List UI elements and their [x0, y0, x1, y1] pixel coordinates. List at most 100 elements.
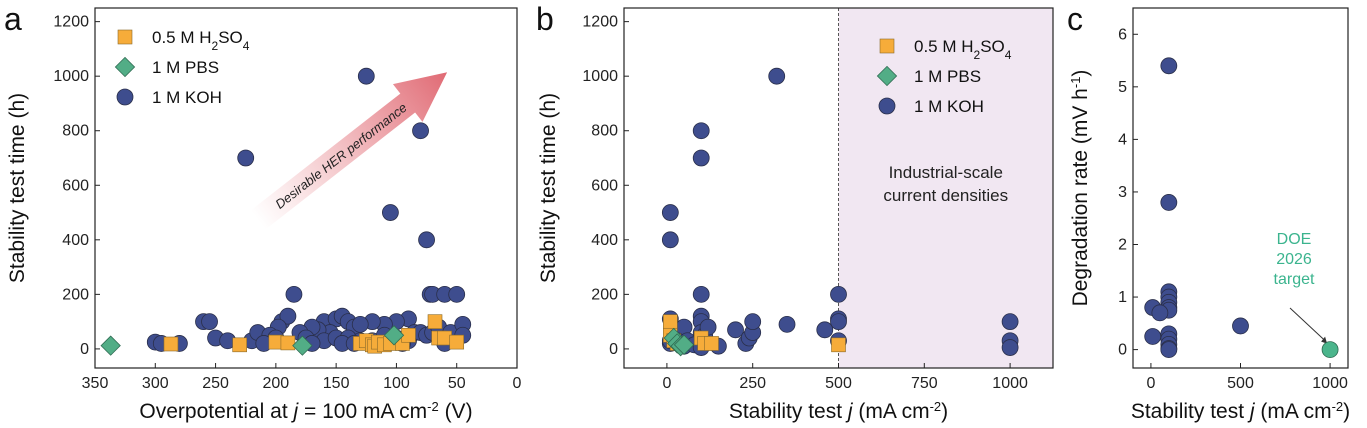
legend-marker	[878, 97, 896, 115]
legend-label: 1 M KOH	[914, 97, 984, 116]
data-point	[280, 335, 296, 351]
y-tick-label: 4	[1118, 131, 1127, 148]
axes-frame	[94, 7, 518, 369]
x-tick-label: 350	[82, 375, 109, 392]
y-tick-label: 1	[1118, 289, 1127, 306]
legend-label: 0.5 M H2SO4	[152, 28, 250, 53]
legend-marker	[879, 38, 895, 54]
data-point	[285, 285, 303, 303]
series-diamond	[663, 327, 695, 357]
y-tick-label: 200	[62, 286, 89, 303]
x-axis-label: Stability test j (mA cm-2)	[729, 399, 948, 424]
x-tick-label: 750	[911, 375, 938, 392]
y-tick-label: 600	[62, 177, 89, 194]
x-tick-label: 100	[383, 375, 410, 392]
y-tick-label: 1200	[582, 14, 618, 31]
data-point	[383, 325, 405, 346]
data-point	[663, 314, 678, 329]
data-point	[449, 334, 465, 350]
legend-marker	[116, 88, 134, 106]
industrial-region	[838, 8, 1053, 368]
data-point	[830, 285, 847, 303]
data-point	[100, 335, 121, 356]
y-tick-label: 800	[591, 123, 618, 140]
panel-label: b	[536, 1, 554, 37]
legend: 0.5 M H2SO4 1 M PBS 1 M KOH	[876, 37, 1012, 116]
y-axis-label: Degradation rate (mV h-1)	[1068, 70, 1093, 307]
legend-marker	[117, 29, 133, 45]
data-point	[418, 231, 435, 249]
data-point	[1160, 194, 1178, 211]
x-tick-label: 200	[263, 375, 290, 392]
legend: 0.5 M H2SO4 1 M PBS 1 M KOH	[114, 28, 250, 107]
x-tick-label: 0	[513, 375, 522, 392]
legend-label: 1 M PBS	[152, 58, 219, 77]
legend-label: 1 M KOH	[152, 88, 222, 107]
data-point	[381, 204, 399, 221]
data-point	[163, 336, 179, 352]
legend-label: 1 M PBS	[914, 67, 981, 86]
data-point	[201, 313, 218, 331]
legend-label: 0.5 M H2SO4	[914, 37, 1012, 62]
x-tick-label: 0	[662, 375, 671, 392]
data-point	[692, 149, 710, 167]
y-axis-label: Stability test time (h)	[537, 93, 560, 283]
doe-arrow-line	[1289, 307, 1327, 342]
data-point	[727, 321, 744, 339]
y-axis-label: Stability test time (h)	[6, 93, 29, 283]
y-tick-label: 600	[591, 177, 618, 194]
doe-target-point	[1321, 341, 1339, 359]
data-point	[692, 285, 710, 303]
data-point	[778, 315, 796, 333]
x-tick-label: 150	[323, 375, 350, 392]
desirable-arrow: Desirable HER performance	[250, 72, 448, 230]
data-point	[1151, 304, 1169, 322]
x-tick-label: 500	[825, 375, 852, 392]
legend-marker	[114, 56, 136, 78]
y-tick-label: 1200	[53, 14, 89, 31]
region-label-line: Industrial-scale	[889, 163, 1003, 182]
data-point	[232, 337, 247, 353]
data-point	[448, 285, 466, 303]
chart-panel-a: 350 300 250 200 150 100 50 0 0 200 400 600 800 1000 12…	[4, 1, 522, 423]
doe-target-label-line: target	[1274, 271, 1315, 288]
y-tick-label: 800	[62, 123, 89, 140]
series-diamond	[100, 325, 405, 356]
data-point	[357, 67, 375, 85]
data-point	[831, 337, 846, 353]
y-tick-label: 5	[1118, 79, 1127, 96]
doe-target-label-line: 2026	[1276, 251, 1312, 268]
data-point	[1232, 317, 1249, 335]
data-point	[292, 335, 313, 356]
x-axis-label: Overpotential at j = 100 mA cm-2 (V)	[139, 399, 472, 424]
y-tick-label: 400	[62, 232, 89, 249]
x-tick-label: 300	[142, 375, 169, 392]
data-point	[1144, 328, 1162, 345]
y-tick-label: 0	[1118, 342, 1127, 359]
y-tick-label: 1000	[53, 68, 89, 85]
doe-target-label-line: DOE	[1277, 231, 1312, 248]
series-circle	[1144, 57, 1249, 359]
y-tick-label: 1000	[582, 68, 618, 85]
x-tick-label: 500	[1227, 375, 1254, 392]
panel-label: a	[4, 1, 22, 37]
arrow-label: Desirable HER performance	[272, 100, 409, 212]
y-tick-label: 400	[591, 232, 618, 249]
x-tick-label: 250	[202, 375, 229, 392]
data-point	[1001, 313, 1019, 331]
region-label-line: current densities	[883, 186, 1008, 205]
x-tick-label: 50	[448, 375, 466, 392]
data-point	[830, 313, 847, 331]
arrow-shape	[250, 72, 448, 230]
data-point	[351, 315, 369, 333]
series-square	[163, 314, 465, 354]
data-point	[661, 231, 679, 249]
data-point	[768, 67, 786, 85]
y-tick-label: 2	[1118, 236, 1127, 253]
x-axis-label: Stability test j (mA cm-2)	[1131, 399, 1350, 424]
y-tick-label: 0	[609, 341, 618, 358]
data-point	[1160, 57, 1178, 75]
x-tick-label: 0	[1146, 375, 1155, 392]
data-point	[704, 336, 719, 351]
